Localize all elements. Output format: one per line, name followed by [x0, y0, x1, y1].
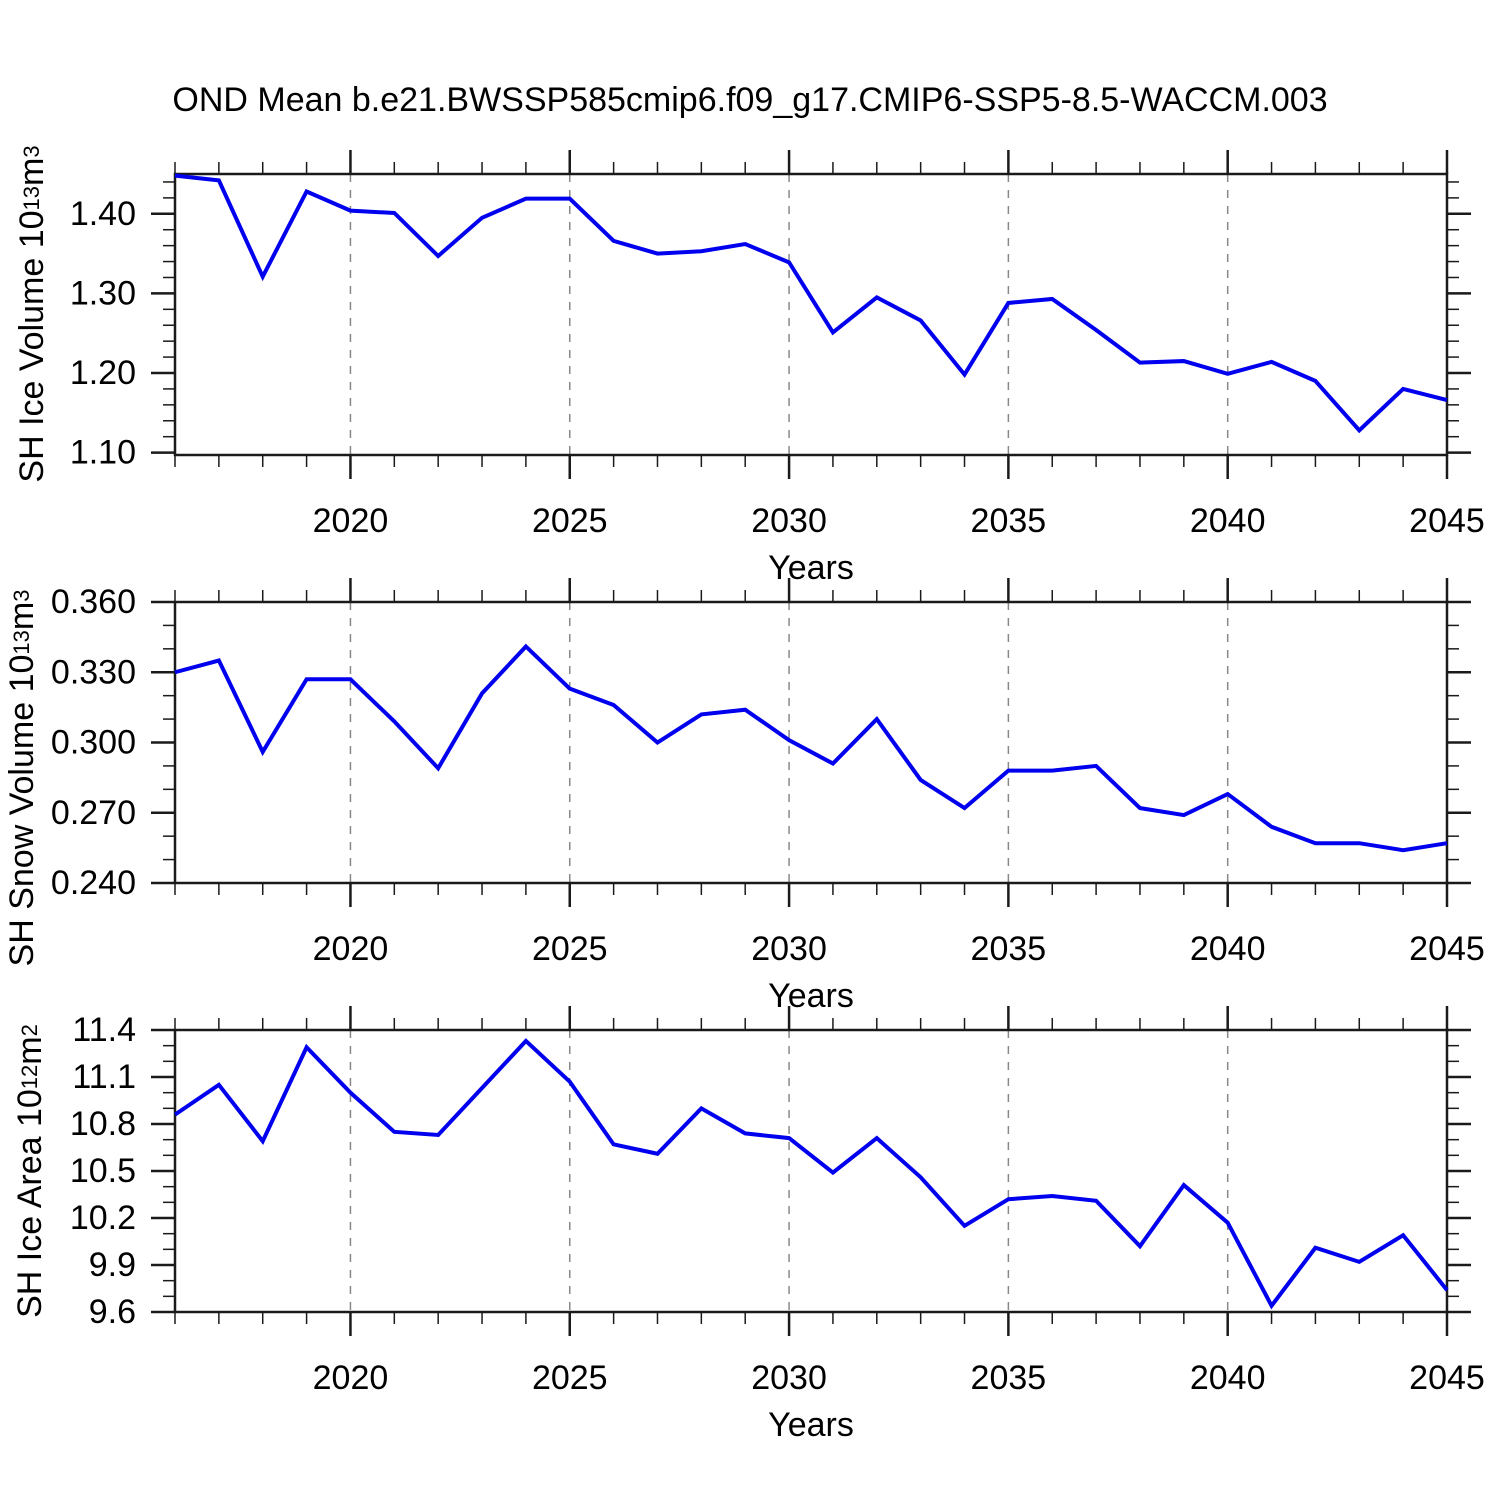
y-tick-label: 10.2	[70, 1199, 136, 1237]
x-tick-label: 2040	[1190, 502, 1266, 540]
y-tick-label: 0.240	[51, 864, 136, 902]
y-tick-label: 1.30	[70, 274, 136, 312]
x-axis-label-panel1: Years	[768, 549, 854, 587]
y-tick-label: 10.8	[70, 1105, 136, 1143]
x-tick-label: 2020	[313, 1359, 389, 1397]
x-tick-label: 2025	[532, 930, 608, 968]
panel-3: 9.6 9.9 10.2 10.5 10.8 11.1 11.4 2020 2025 2030 20…	[70, 1006, 1485, 1397]
plot-frame	[173, 600, 1449, 885]
x-tick-label: 2045	[1409, 1359, 1485, 1397]
x-tick-label: 2035	[971, 930, 1047, 968]
y-axis-label-unit: m	[2, 601, 41, 631]
y-tick-label: 11.1	[72, 1058, 136, 1096]
y-tick-label: 9.6	[89, 1293, 136, 1331]
y-axis-label-text: SH Ice Volume 10	[12, 210, 51, 483]
y-tick-label: 1.20	[70, 354, 136, 392]
x-axis-label-panel2: Years	[768, 977, 854, 1015]
x-tick-label: 2030	[751, 930, 827, 968]
y-tick-label: 9.9	[89, 1246, 136, 1284]
x-tick-label: 2040	[1190, 930, 1266, 968]
x-tick-label: 2045	[1409, 502, 1485, 540]
x-tick-label: 2030	[751, 1359, 827, 1397]
x-axis-label-panel3: Years	[768, 1406, 854, 1444]
y-axis-label-unit: m	[10, 1036, 49, 1065]
y-tick-label: 0.360	[51, 583, 136, 621]
x-tick-label: 2020	[313, 502, 389, 540]
data-line	[174, 173, 1448, 434]
y-tick-label: 10.5	[70, 1152, 136, 1190]
y-tick-label: 1.40	[70, 195, 136, 233]
plot-frame	[173, 1028, 1449, 1314]
x-tick-label: 2030	[751, 502, 827, 540]
y-tick-label: 0.300	[51, 724, 136, 762]
y-tick-label: 11.4	[72, 1011, 136, 1049]
plot-frame	[173, 172, 1449, 457]
x-tick-label: 2025	[532, 502, 608, 540]
data-line	[174, 643, 1448, 853]
x-tick-label: 2040	[1190, 1359, 1266, 1397]
page-title: OND Mean b.e21.BWSSP585cmip6.f09_g17.CMI…	[172, 81, 1328, 119]
x-tick-label: 2020	[313, 930, 389, 968]
y-tick-label: 0.270	[51, 794, 136, 832]
x-tick-label: 2035	[971, 502, 1047, 540]
panel-2: 0.240 0.270 0.300 0.330 0.360 2020 2025 2030 203…	[51, 578, 1485, 968]
y-tick-label: 0.330	[51, 653, 136, 691]
y-axis-label-unit: m	[12, 157, 51, 186]
x-tick-label: 2035	[971, 1359, 1047, 1397]
x-tick-label: 2025	[532, 1359, 608, 1397]
x-tick-label: 2045	[1409, 930, 1485, 968]
y-tick-label: 1.10	[70, 434, 136, 472]
panel-1: 1.10 1.20 1.30 1.40 2020 2025 2030 2035 2040 2045	[70, 150, 1485, 540]
y-axis-label-text: SH Ice Area 10	[10, 1089, 49, 1318]
data-line	[173, 1038, 1449, 1310]
